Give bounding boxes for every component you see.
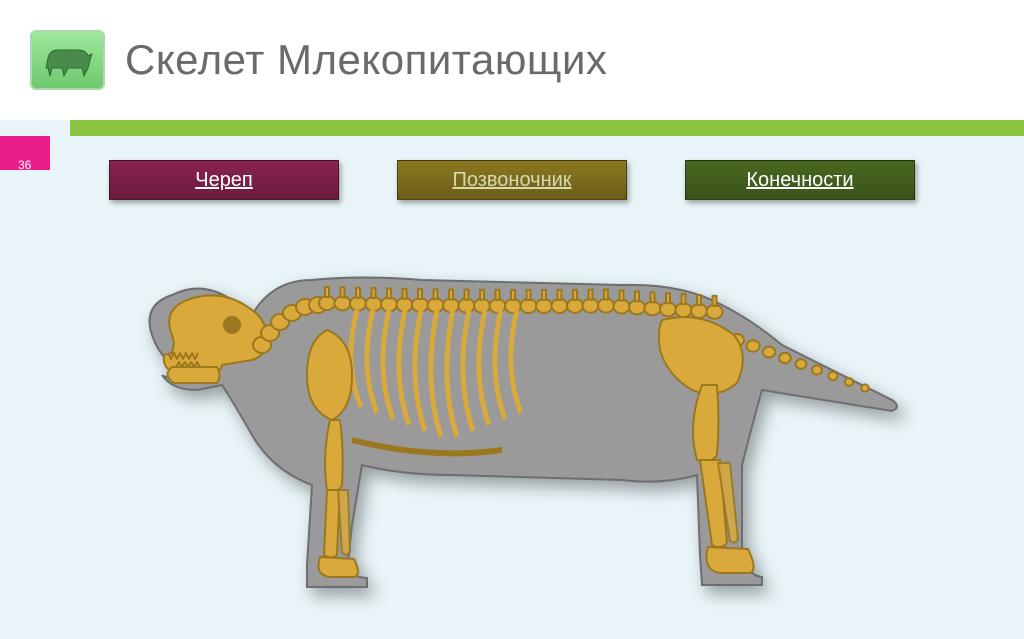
nav-buttons-row: Череп Позвоночник Конечности: [0, 160, 1024, 200]
dog-silhouette-icon: [30, 30, 105, 90]
spine-button-label: Позвоночник: [452, 169, 571, 192]
skull-button-label: Череп: [195, 169, 253, 192]
accent-bar: [70, 120, 1024, 136]
dog-skeleton-svg: [102, 225, 922, 625]
skull-button[interactable]: Череп: [109, 160, 339, 200]
limbs-button-label: Конечности: [746, 169, 853, 192]
header: Скелет Млекопитающих: [0, 0, 1024, 120]
limbs-button[interactable]: Конечности: [685, 160, 915, 200]
page-title: Скелет Млекопитающих: [125, 36, 607, 84]
spine-button[interactable]: Позвоночник: [397, 160, 627, 200]
skeleton-diagram: [0, 210, 1024, 639]
